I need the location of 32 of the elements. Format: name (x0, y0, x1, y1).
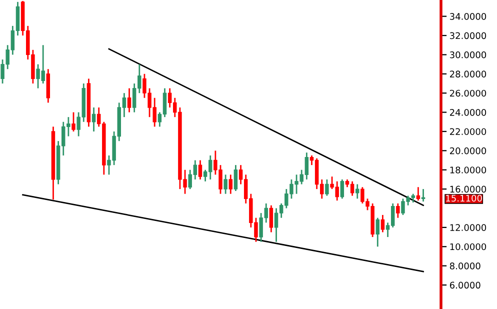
candlestick (198, 160, 202, 180)
candlestick (224, 174, 228, 195)
candlestick (72, 112, 76, 132)
candlestick (92, 106, 96, 132)
candlestick (396, 202, 400, 219)
y-tick-label: 26.0000 (450, 90, 486, 97)
y-tick-label: 6.0000 (450, 282, 480, 289)
text: 15.1100 (446, 194, 482, 202)
candlestick (421, 188, 426, 202)
y-tick-label: 16.0000 (450, 186, 486, 193)
y-tick-label: 22.0000 (450, 128, 486, 136)
candlestick (340, 178, 344, 200)
y-tick-label: 10.0000 (450, 243, 486, 250)
y-tick-label: 18.0000 (450, 166, 486, 174)
y-tick-label: 20.0000 (450, 147, 486, 154)
y-tick-label: 8.0000 (450, 262, 480, 270)
candlestick (269, 204, 274, 233)
y-tick-label: 34.0000 (450, 13, 486, 20)
y-tick-label: 12.0000 (450, 224, 486, 231)
candlestick (228, 174, 233, 195)
candlestick (325, 178, 329, 196)
candlestick (380, 214, 385, 233)
y-tick-label: 32.0000 (450, 32, 486, 40)
candlestick (234, 164, 238, 192)
y-tick-label: 30.0000 (450, 51, 486, 58)
candlestick (355, 184, 360, 200)
candlestick (127, 88, 132, 113)
candlestick (376, 217, 380, 248)
y-tick-label: 24.0000 (450, 109, 486, 116)
candlestick (46, 68, 50, 104)
y-tick-label: 28.0000 (450, 70, 486, 78)
candlestick (416, 186, 420, 202)
